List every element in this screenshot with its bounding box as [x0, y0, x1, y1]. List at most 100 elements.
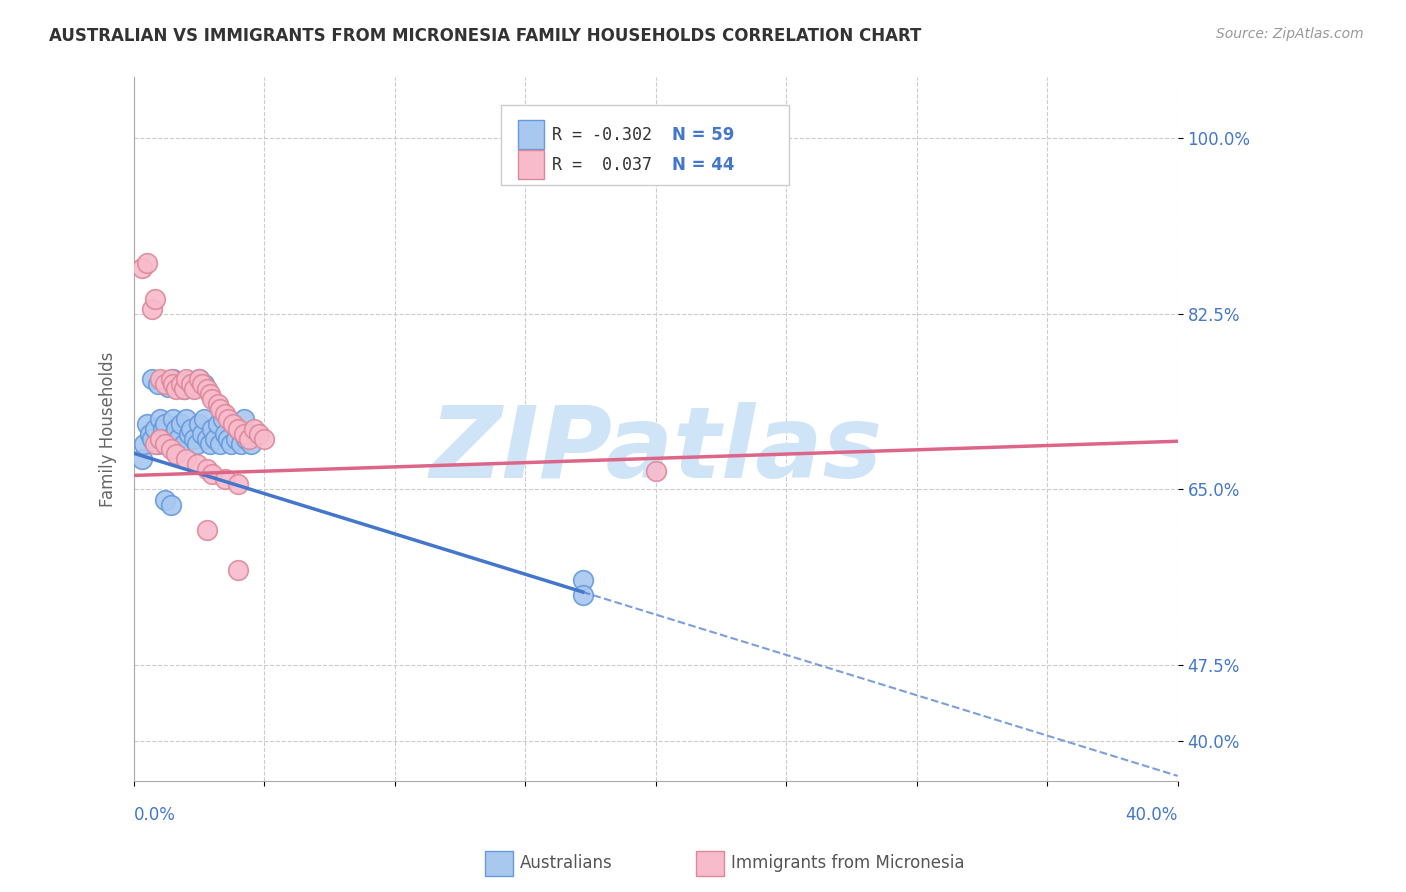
- Point: [217, 432, 239, 446]
- Text: R =  0.037: R = 0.037: [553, 156, 652, 174]
- Point: [156, 432, 179, 446]
- Point: [146, 437, 169, 451]
- Point: [141, 372, 163, 386]
- Point: [138, 427, 160, 442]
- Point: [155, 376, 177, 391]
- Point: [136, 256, 159, 270]
- Point: [159, 498, 181, 512]
- Point: [238, 432, 260, 446]
- Point: [207, 397, 229, 411]
- Text: 40.0%: 40.0%: [1125, 806, 1178, 824]
- Point: [155, 417, 177, 432]
- Point: [174, 452, 197, 467]
- Point: [201, 467, 224, 482]
- Point: [214, 407, 236, 421]
- Point: [572, 573, 595, 587]
- Point: [141, 432, 163, 446]
- Point: [225, 432, 247, 446]
- Point: [165, 447, 187, 461]
- Point: [156, 380, 179, 394]
- Point: [159, 437, 181, 451]
- Point: [152, 422, 174, 436]
- Point: [188, 372, 211, 386]
- Point: [228, 422, 250, 436]
- Point: [193, 376, 215, 391]
- Point: [173, 382, 195, 396]
- Point: [143, 437, 166, 451]
- Point: [173, 437, 195, 451]
- Point: [229, 437, 252, 451]
- Point: [195, 382, 218, 396]
- Point: [214, 472, 236, 486]
- Point: [146, 376, 169, 391]
- Text: Immigrants from Micronesia: Immigrants from Micronesia: [731, 855, 965, 872]
- Point: [143, 422, 166, 436]
- Point: [167, 432, 190, 446]
- Text: 0.0%: 0.0%: [134, 806, 176, 824]
- Point: [235, 432, 257, 446]
- Text: Australians: Australians: [520, 855, 613, 872]
- Point: [191, 376, 214, 391]
- Text: N = 44: N = 44: [672, 156, 735, 174]
- Point: [219, 437, 242, 451]
- Point: [149, 412, 172, 426]
- Point: [134, 437, 156, 451]
- Y-axis label: Family Households: Family Households: [100, 351, 117, 507]
- Point: [243, 422, 266, 436]
- Point: [572, 588, 595, 602]
- Point: [201, 422, 224, 436]
- Point: [155, 492, 177, 507]
- Point: [183, 380, 205, 394]
- Point: [201, 392, 224, 406]
- Point: [198, 387, 221, 401]
- Point: [174, 412, 197, 426]
- Point: [195, 432, 218, 446]
- Point: [188, 372, 211, 386]
- Point: [211, 412, 233, 426]
- Text: R = -0.302: R = -0.302: [553, 126, 652, 144]
- Point: [162, 376, 184, 391]
- Point: [198, 437, 221, 451]
- Text: Source: ZipAtlas.com: Source: ZipAtlas.com: [1216, 27, 1364, 41]
- Point: [186, 458, 208, 472]
- Point: [170, 417, 193, 432]
- Point: [247, 427, 270, 442]
- Point: [186, 437, 208, 451]
- Point: [159, 372, 181, 386]
- Point: [214, 427, 236, 442]
- Point: [228, 477, 250, 491]
- Point: [131, 452, 153, 467]
- Point: [180, 422, 202, 436]
- Point: [188, 417, 211, 432]
- Point: [253, 432, 276, 446]
- Text: ZIPatlas: ZIPatlas: [429, 401, 883, 499]
- Point: [170, 376, 193, 391]
- Point: [159, 442, 181, 457]
- Point: [204, 432, 226, 446]
- Point: [232, 427, 254, 442]
- Point: [149, 432, 172, 446]
- Point: [141, 301, 163, 316]
- Point: [167, 376, 190, 391]
- Point: [209, 437, 232, 451]
- Point: [136, 417, 159, 432]
- Point: [228, 422, 250, 436]
- Point: [155, 437, 177, 451]
- Point: [180, 376, 202, 391]
- Point: [149, 432, 172, 446]
- Point: [222, 417, 245, 432]
- Point: [162, 412, 184, 426]
- Point: [183, 382, 205, 396]
- Point: [195, 462, 218, 476]
- Point: [228, 563, 250, 577]
- Point: [165, 422, 187, 436]
- Point: [165, 382, 187, 396]
- Point: [152, 374, 174, 388]
- Point: [131, 261, 153, 276]
- Point: [173, 382, 195, 396]
- Point: [162, 372, 184, 386]
- Point: [177, 374, 200, 388]
- Point: [240, 437, 263, 451]
- Point: [222, 417, 245, 432]
- Point: [143, 292, 166, 306]
